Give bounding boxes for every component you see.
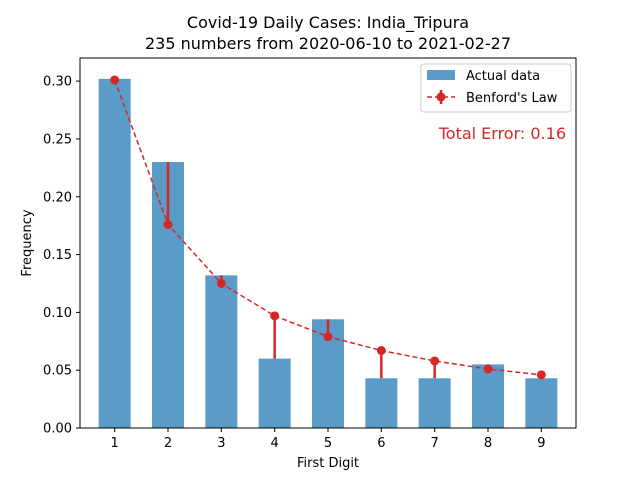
benford-point-digit-7 (430, 356, 440, 366)
x-tick-label: 7 (431, 436, 439, 451)
total-error-annotation: Total Error: 0.16 (438, 124, 566, 143)
y-tick-label: 0.05 (43, 364, 72, 379)
benford-point-digit-5 (323, 332, 333, 342)
y-axis-label: Frequency (20, 209, 35, 276)
y-tick-label: 0.10 (43, 306, 72, 321)
y-tick-label: 0.00 (43, 422, 72, 437)
bar-digit-9 (525, 378, 558, 428)
benford-point-digit-4 (270, 311, 280, 321)
x-tick-label: 1 (111, 436, 119, 451)
x-tick-label: 4 (271, 436, 279, 451)
x-tick-label: 9 (537, 436, 545, 451)
benford-layer (110, 75, 546, 380)
x-tick-label: 6 (377, 436, 385, 451)
y-tick-label: 0.25 (43, 132, 72, 147)
bar-digit-7 (418, 378, 451, 428)
legend-box (420, 63, 572, 113)
chart-subtitle: 235 numbers from 2020-06-10 to 2021-02-2… (145, 34, 511, 53)
bars-layer (98, 78, 558, 428)
bar-digit-6 (365, 378, 398, 428)
benford-point-digit-9 (536, 370, 546, 380)
benford-point-digit-8 (483, 364, 493, 374)
error-lines-layer (113, 78, 543, 379)
y-tick-label: 0.15 (43, 248, 72, 263)
x-axis-label: First Digit (297, 456, 359, 471)
y-tick-label: 0.30 (43, 75, 72, 90)
benford-point-digit-6 (376, 346, 386, 356)
x-tick-label: 5 (324, 436, 332, 451)
benford-point-digit-2 (163, 220, 173, 229)
y-axis: 0.00 0.05 0.10 0.15 0.20 0.25 0.30 (43, 75, 80, 437)
legend: Actual data Benford's Law (420, 63, 572, 113)
bar-digit-8 (472, 364, 504, 428)
legend-label-actual: Actual data (466, 69, 540, 84)
x-tick-label: 2 (164, 436, 172, 451)
benford-point-digit-3 (216, 278, 226, 288)
legend-label-benford: Benford's Law (466, 91, 558, 106)
y-tick-label: 0.20 (43, 190, 72, 205)
bar-digit-3 (205, 275, 238, 428)
x-tick-label: 8 (484, 436, 492, 451)
legend-swatch-benford-marker (436, 92, 446, 102)
x-axis: 1 2 3 4 5 6 7 8 9 (111, 428, 545, 451)
benford-point-digit-1 (110, 75, 120, 85)
bar-digit-4 (258, 358, 291, 428)
x-tick-label: 3 (217, 436, 225, 451)
legend-swatch-actual (427, 70, 455, 80)
chart-title: Covid-19 Daily Cases: India_Tripura (187, 13, 469, 33)
bar-digit-1 (98, 78, 131, 428)
